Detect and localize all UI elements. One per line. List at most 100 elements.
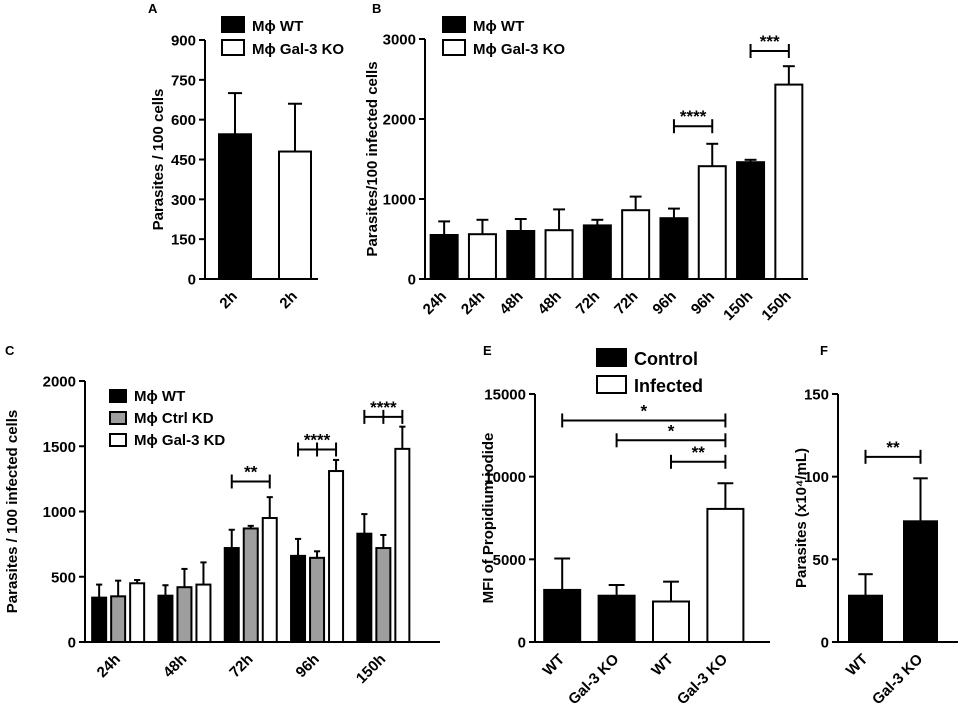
bar <box>848 594 883 643</box>
legend-entry: Mϕ WT <box>252 18 303 35</box>
bar <box>328 470 345 644</box>
y-tick-label: 1000 <box>43 504 76 521</box>
x-tick-label: 72h <box>226 651 256 681</box>
panel-letter: B <box>372 1 381 16</box>
y-tick-label: 0 <box>188 272 196 289</box>
bar <box>218 133 252 280</box>
legend-entry: Mϕ WT <box>134 388 185 405</box>
y-axis-label: Parasites / 100 infected cells <box>4 410 21 613</box>
legend-swatch <box>442 16 466 33</box>
x-tick-label: Gal-3 KO <box>565 651 623 709</box>
bar <box>697 165 727 280</box>
significance-label: *** <box>760 32 780 51</box>
bar <box>195 583 212 644</box>
y-axis-label: Parasites / 100 cells <box>150 89 167 231</box>
significance-label: ** <box>244 462 258 481</box>
x-tick-label: 24h <box>94 651 124 681</box>
legend-entry: Infected <box>634 376 703 396</box>
panel-a: 0 150 300 450 600 750 900 Parasites / 100 cells… <box>148 1 344 312</box>
x-tick-label: 150h <box>353 651 389 687</box>
x-tick-label: 72h <box>573 288 603 318</box>
y-tick-label: 0 <box>408 272 416 289</box>
x-tick-label: 48h <box>496 288 526 318</box>
bar <box>394 447 411 643</box>
bar <box>736 161 766 280</box>
x-tick-label: 96h <box>293 651 323 681</box>
legend-swatch <box>596 348 627 367</box>
x-tick-label: 2h <box>276 288 300 312</box>
y-tick-label: 300 <box>171 192 196 209</box>
bar <box>544 229 574 280</box>
x-tick-label: WT <box>843 651 872 680</box>
y-tick-label: 5000 <box>493 552 526 569</box>
panel-letter: F <box>820 343 828 358</box>
significance-label: **** <box>370 398 397 417</box>
significance-label: * <box>668 421 675 440</box>
y-axis-label: MFI of Propidium iodide <box>480 433 497 604</box>
y-tick-label: 0 <box>518 635 526 652</box>
y-tick-label: 750 <box>171 72 196 89</box>
bar <box>659 217 689 280</box>
panel-letter: C <box>5 343 15 358</box>
x-tick-label: 150h <box>720 288 756 324</box>
bar <box>290 554 307 643</box>
legend-swatch <box>221 39 245 56</box>
bar <box>261 517 278 644</box>
x-tick-label: 150h <box>758 288 794 324</box>
y-tick-label: 100 <box>804 469 829 486</box>
y-tick-label: 3000 <box>383 32 416 49</box>
y-tick-label: 1000 <box>383 192 416 209</box>
y-tick-label: 450 <box>171 152 196 169</box>
bar <box>582 224 612 280</box>
panel-e: 0 5000 10000 15000 MFI of Propidium iodide E W… <box>480 343 770 708</box>
y-tick-label: 150 <box>171 232 196 249</box>
y-tick-label: 2000 <box>383 112 416 129</box>
x-tick-label: 48h <box>160 651 190 681</box>
y-tick-label: 500 <box>51 569 76 586</box>
significance-label: ** <box>886 438 900 457</box>
x-tick-label: WT <box>648 651 677 680</box>
significance-label: **** <box>304 431 331 450</box>
legend-swatch <box>109 411 127 425</box>
y-tick-label: 600 <box>171 112 196 129</box>
bar <box>429 234 459 280</box>
bar <box>356 532 373 643</box>
bar <box>375 547 392 643</box>
x-tick-label: 96h <box>688 288 718 318</box>
bar <box>506 230 536 280</box>
significance-label: * <box>640 401 647 420</box>
panel-c: 0 500 1000 1500 2000 Parasites / 100 infected… <box>4 343 440 687</box>
legend-entry: Mϕ Ctrl KD <box>134 410 214 427</box>
y-tick-label: 0 <box>821 635 829 652</box>
bar <box>467 233 497 280</box>
y-tick-label: 50 <box>812 552 829 569</box>
significance-label: **** <box>680 107 707 126</box>
y-tick-label: 15000 <box>484 387 526 404</box>
bar <box>223 547 240 643</box>
legend-swatch <box>221 16 245 33</box>
legend-entry: Mϕ Gal-3 KD <box>134 432 225 449</box>
x-tick-label: 2h <box>216 288 240 312</box>
bar <box>129 582 146 644</box>
y-tick-label: 1500 <box>43 439 76 456</box>
bar <box>706 507 745 644</box>
bar <box>309 556 326 644</box>
bar <box>652 600 690 644</box>
panel-letter: A <box>148 1 158 16</box>
bar <box>110 595 127 644</box>
bar <box>157 594 174 643</box>
legend-entry: Mϕ Gal-3 KO <box>473 41 565 58</box>
y-tick-label: 10000 <box>484 469 526 486</box>
x-tick-label: 72h <box>611 288 641 318</box>
y-axis-label: Parasites/100 infected cells <box>364 61 381 256</box>
x-tick-label: 24h <box>420 288 450 318</box>
legend-entry: Control <box>634 349 698 369</box>
legend-swatch <box>442 39 466 56</box>
panel-letter: E <box>483 343 492 358</box>
y-tick-label: 900 <box>171 33 196 50</box>
legend-swatch <box>596 375 627 394</box>
y-tick-label: 0 <box>68 635 76 652</box>
